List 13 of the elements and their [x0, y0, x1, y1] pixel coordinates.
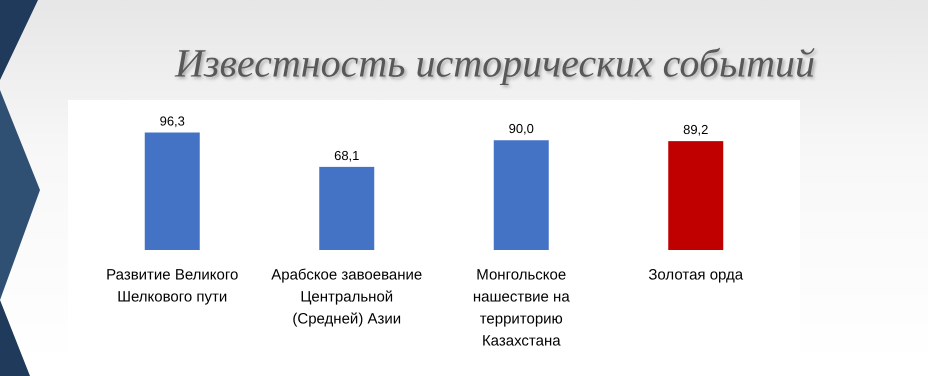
data-label: 68,1	[334, 148, 360, 163]
x-tick-label: Арабское завоевание Центральной (Средней) Азии	[271, 266, 422, 328]
x-tick-label: Развитие Великого Шелкового пути	[106, 266, 238, 306]
data-label: 89,2	[683, 122, 708, 138]
bar	[144, 132, 200, 250]
x-tick-label: Монгольское нашествие на территорию Казахстана	[472, 266, 570, 350]
x-tick-label: Золотая орда	[648, 266, 744, 284]
chart-title: Известность исторических событий	[174, 40, 815, 86]
data-label: 90,0	[508, 121, 534, 136]
bar	[494, 140, 549, 250]
data-label: 96,3	[160, 114, 185, 129]
bar	[668, 141, 724, 250]
bar	[319, 166, 374, 250]
